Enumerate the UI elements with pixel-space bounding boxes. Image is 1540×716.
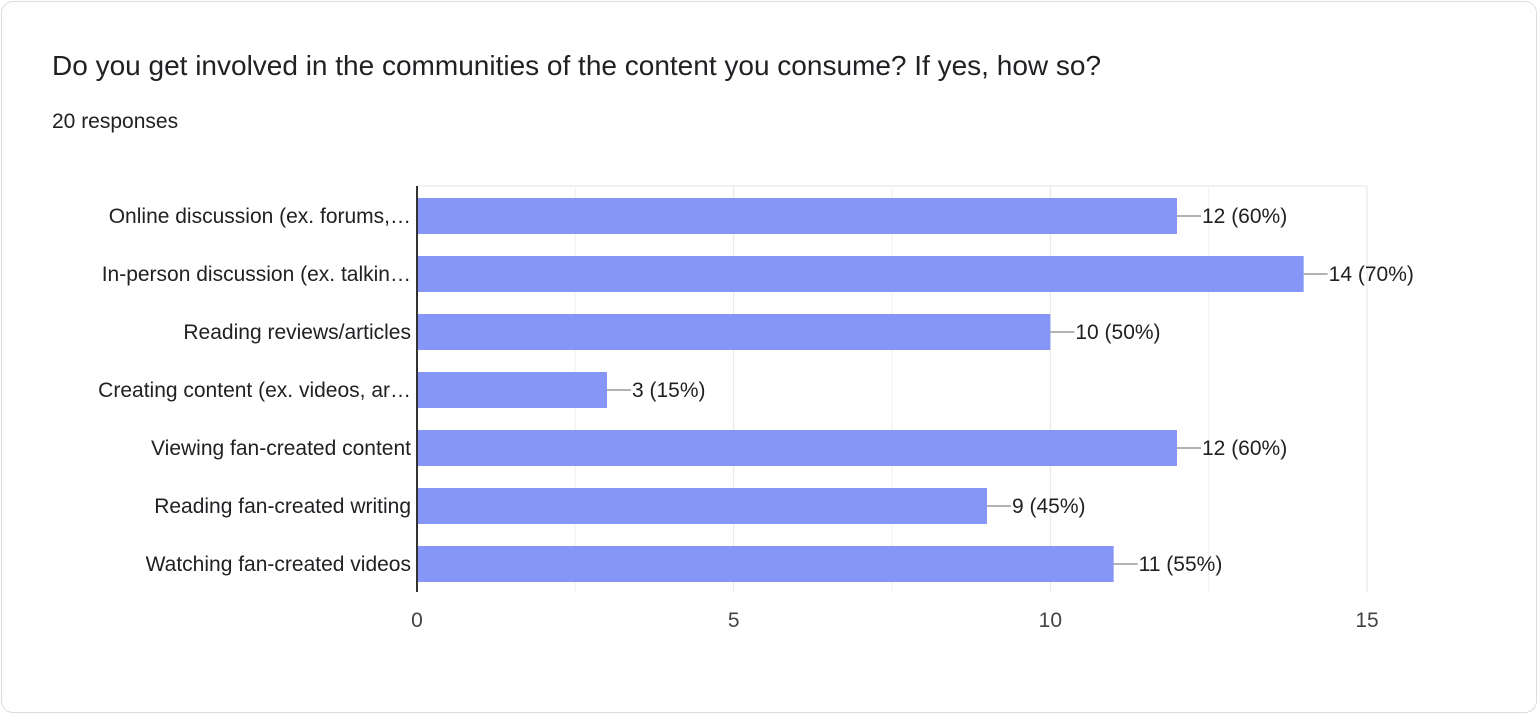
x-tick-label: 0 [411, 609, 423, 632]
bar [417, 546, 1114, 582]
bar [417, 430, 1177, 466]
category-label: Watching fan-created videos [146, 553, 411, 576]
bar [417, 488, 987, 524]
data-label: 12 (60%) [1202, 205, 1287, 228]
data-label: 11 (55%) [1139, 553, 1223, 576]
question-title: Do you get involved in the communities o… [52, 50, 1102, 81]
category-label: In-person discussion (ex. talkin… [102, 263, 411, 286]
category-label: Reading reviews/articles [183, 321, 411, 344]
bar [417, 198, 1177, 234]
bar [417, 314, 1051, 350]
data-label: 10 (50%) [1075, 321, 1160, 344]
category-label: Creating content (ex. videos, ar… [98, 379, 411, 402]
bar [417, 256, 1304, 292]
data-label: 14 (70%) [1329, 263, 1414, 286]
x-tick-label: 15 [1355, 609, 1378, 632]
data-label: 12 (60%) [1202, 437, 1287, 460]
category-label: Viewing fan-created content [151, 437, 411, 460]
data-label: 3 (15%) [632, 379, 706, 402]
x-tick-label: 5 [728, 609, 740, 632]
x-tick-label: 10 [1039, 609, 1062, 632]
response-count: 20 responses [52, 110, 179, 133]
category-label: Reading fan-created writing [154, 495, 411, 518]
data-label: 9 (45%) [1012, 495, 1086, 518]
bar [417, 372, 607, 408]
category-label: Online discussion (ex. forums,… [109, 205, 411, 228]
